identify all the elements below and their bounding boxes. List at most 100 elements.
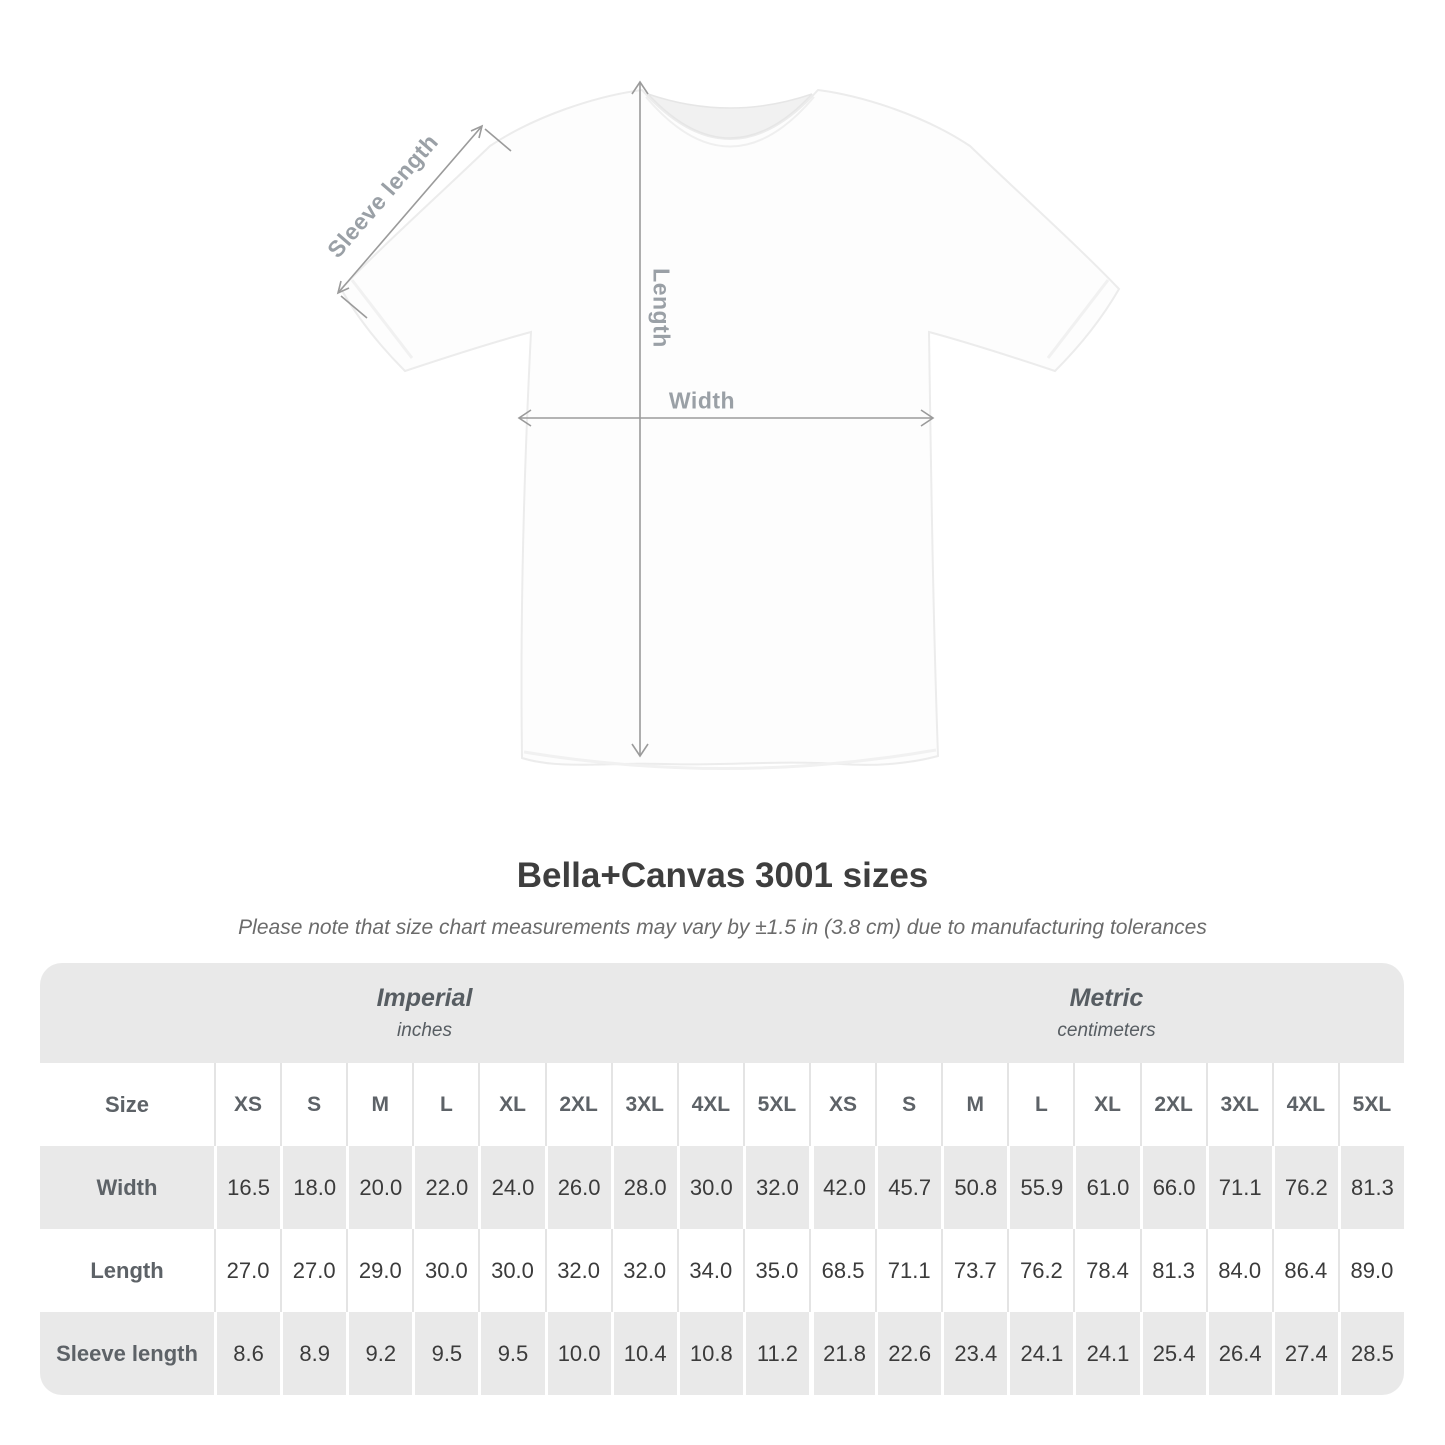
size-header-cell: 2XL [544,1063,611,1146]
value-cell: 28.5 [1337,1312,1404,1395]
value-cell: 86.4 [1271,1229,1338,1312]
value-cell: 27.4 [1271,1312,1338,1395]
tshirt-body [339,88,1121,766]
sleeve-length-arrow [336,124,512,319]
value-cell: 20.0 [346,1146,413,1229]
value-cell: 32.0 [544,1229,611,1312]
size-header-cell: 3XL [1205,1063,1272,1146]
value-cell: 8.6 [214,1312,281,1395]
value-cell: 81.3 [1337,1146,1404,1229]
value-cell: 32.0 [610,1229,677,1312]
value-cell: 21.8 [809,1312,876,1395]
value-cell: 35.0 [742,1229,809,1312]
value-cell: 10.4 [610,1312,677,1395]
value-cell: 9.5 [478,1312,545,1395]
size-table: Imperial inches Metric centimeters Size … [40,963,1404,1395]
size-header-cell: 4XL [676,1063,743,1146]
tshirt-image [336,80,1121,771]
value-cell: 10.8 [676,1312,743,1395]
tshirt-left-cuff-seam [350,279,414,359]
tshirt-neck-opening [647,93,813,139]
value-cell: 32.0 [742,1146,809,1229]
value-cell: 9.5 [412,1312,479,1395]
imperial-title: Imperial [376,984,473,1012]
value-cell: 34.0 [676,1229,743,1312]
size-header-cell: XL [1073,1063,1140,1146]
imperial-unit: inches [397,1020,452,1041]
value-cell: 30.0 [676,1146,743,1229]
value-cell: 24.1 [1073,1312,1140,1395]
value-cell: 55.9 [1007,1146,1074,1229]
value-cell: 22.0 [412,1146,479,1229]
tolerance-note: Please note that size chart measurements… [238,916,1207,939]
value-cell: 45.7 [875,1146,942,1229]
value-cell: 61.0 [1073,1146,1140,1229]
value-cell: 42.0 [809,1146,876,1229]
size-header-cell: S [280,1063,347,1146]
value-cell: 84.0 [1205,1229,1272,1312]
tshirt-collar-seam [645,96,815,148]
value-cell: 28.0 [610,1146,677,1229]
tshirt-right-cuff-seam [1046,279,1110,359]
size-header-cell: XS [809,1063,876,1146]
size-header-cell: XS [214,1063,281,1146]
value-cell: 25.4 [1139,1312,1206,1395]
value-cell: 78.4 [1073,1229,1140,1312]
value-cell: 26.4 [1205,1312,1272,1395]
size-header-cell: 5XL [742,1063,809,1146]
value-cell: 30.0 [412,1229,479,1312]
size-header-cell: 3XL [610,1063,677,1146]
size-header-cell: L [1007,1063,1074,1146]
size-header-cell: M [941,1063,1008,1146]
value-cell: 81.3 [1139,1229,1206,1312]
page-title: Bella+Canvas 3001 sizes [516,856,929,895]
value-cell: 11.2 [742,1312,809,1395]
row-label-length: Length [40,1229,214,1312]
value-cell: 29.0 [346,1229,413,1312]
value-cell: 22.6 [875,1312,942,1395]
value-cell: 76.2 [1007,1229,1074,1312]
row-label-sleeve-length: Sleeve length [40,1312,214,1395]
length-label: Length [648,268,675,348]
value-cell: 24.0 [478,1146,545,1229]
value-cell: 9.2 [346,1312,413,1395]
tshirt-hem-shadow [523,748,937,771]
row-label-width: Width [40,1146,214,1229]
value-cell: 10.0 [544,1312,611,1395]
value-cell: 89.0 [1337,1229,1404,1312]
value-cell: 16.5 [214,1146,281,1229]
value-cell: 23.4 [941,1312,1008,1395]
value-cell: 76.2 [1271,1146,1338,1229]
size-header-cell: 2XL [1139,1063,1206,1146]
value-cell: 50.8 [941,1146,1008,1229]
size-header-cell: S [875,1063,942,1146]
value-cell: 73.7 [941,1229,1008,1312]
length-arrow [631,80,649,758]
metric-section-header: Metric centimeters [809,963,1404,1063]
metric-unit: centimeters [1057,1020,1156,1041]
metric-title: Metric [1069,984,1144,1012]
value-cell: 68.5 [809,1229,876,1312]
measurement-arrows [336,80,935,758]
tshirt-diagram: Sleeve length Length Width [322,80,1121,771]
size-header-cell: M [346,1063,413,1146]
value-cell: 71.1 [1205,1146,1272,1229]
value-cell: 8.9 [280,1312,347,1395]
value-cell: 66.0 [1139,1146,1206,1229]
size-header-cell: 4XL [1271,1063,1338,1146]
value-cell: 27.0 [280,1229,347,1312]
width-label: Width [668,387,736,414]
value-cell: 71.1 [875,1229,942,1312]
width-arrow [517,409,935,427]
size-header-cell: XL [478,1063,545,1146]
imperial-section-header: Imperial inches [40,963,809,1063]
size-header-cell: L [412,1063,479,1146]
value-cell: 26.0 [544,1146,611,1229]
size-header-cell: 5XL [1337,1063,1404,1146]
corner-label: Size [40,1063,214,1146]
value-cell: 18.0 [280,1146,347,1229]
value-cell: 30.0 [478,1229,545,1312]
value-cell: 27.0 [214,1229,281,1312]
value-cell: 24.1 [1007,1312,1074,1395]
